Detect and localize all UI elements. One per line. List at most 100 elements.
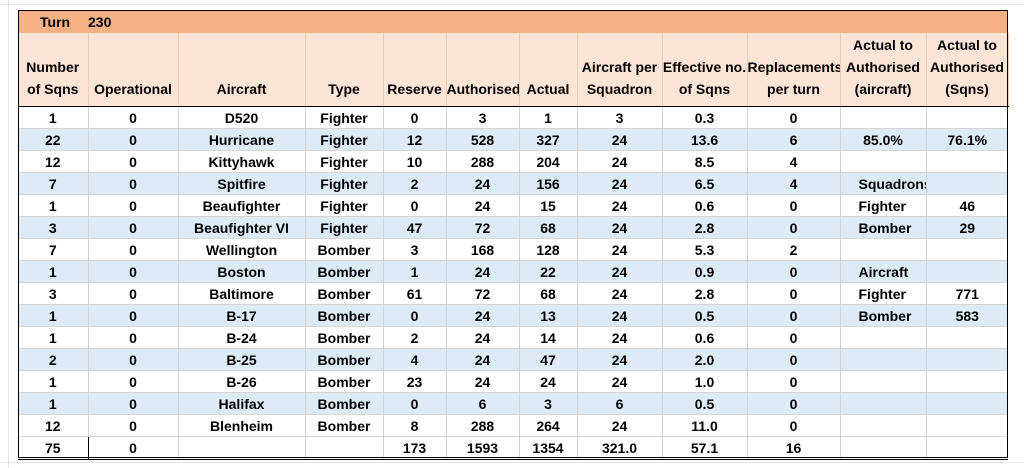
- table-cell[interactable]: 0: [88, 392, 179, 415]
- table-cell[interactable]: 1: [519, 106, 578, 129]
- table-cell[interactable]: 1: [18, 106, 89, 129]
- table-cell[interactable]: 47: [519, 348, 578, 371]
- table-cell[interactable]: 2.8: [662, 282, 748, 305]
- table-cell[interactable]: 3: [446, 106, 520, 129]
- cell[interactable]: [662, 10, 747, 33]
- table-cell[interactable]: 0.5: [662, 304, 748, 327]
- table-cell[interactable]: 24: [577, 150, 663, 173]
- table-cell[interactable]: Beaufighter VI: [178, 216, 306, 239]
- table-cell[interactable]: 0: [747, 370, 841, 393]
- column-header[interactable]: Authorised: [446, 33, 520, 107]
- table-cell[interactable]: 0: [383, 304, 447, 327]
- column-header[interactable]: Number of Sqns: [18, 33, 89, 107]
- table-cell[interactable]: 0: [88, 238, 179, 261]
- table-cell[interactable]: 0: [747, 260, 841, 283]
- summary-cell[interactable]: [926, 392, 1008, 415]
- table-cell[interactable]: 24: [577, 172, 663, 195]
- table-cell[interactable]: 6: [747, 128, 841, 151]
- table-cell[interactable]: 0: [747, 194, 841, 217]
- table-cell[interactable]: 0: [88, 106, 179, 129]
- table-cell[interactable]: 24: [577, 238, 663, 261]
- table-cell[interactable]: 0: [88, 370, 179, 393]
- table-cell[interactable]: Bomber: [305, 348, 384, 371]
- table-cell[interactable]: 0: [747, 304, 841, 327]
- table-cell[interactable]: 0.5: [662, 392, 748, 415]
- summary-cell[interactable]: [926, 414, 1008, 437]
- table-cell[interactable]: 0: [88, 194, 179, 217]
- summary-cell[interactable]: [926, 238, 1008, 261]
- table-cell[interactable]: 4: [747, 172, 841, 195]
- table-cell[interactable]: 0.3: [662, 106, 748, 129]
- table-cell[interactable]: 0: [747, 282, 841, 305]
- total-cell[interactable]: 1354: [519, 436, 578, 460]
- total-cell[interactable]: 173: [383, 436, 447, 460]
- table-cell[interactable]: 24: [446, 260, 520, 283]
- column-header[interactable]: Operational: [88, 33, 179, 107]
- column-header[interactable]: Replacements per turn: [747, 33, 841, 107]
- cell[interactable]: [178, 10, 305, 33]
- cell[interactable]: [519, 10, 577, 33]
- table-cell[interactable]: 0: [747, 392, 841, 415]
- table-cell[interactable]: 0: [747, 326, 841, 349]
- table-cell[interactable]: 1: [18, 304, 89, 327]
- table-cell[interactable]: 14: [519, 326, 578, 349]
- table-cell[interactable]: 23: [383, 370, 447, 393]
- column-header[interactable]: Reserve: [383, 33, 447, 107]
- table-cell[interactable]: 12: [383, 128, 447, 151]
- table-cell[interactable]: 68: [519, 282, 578, 305]
- table-cell[interactable]: Bomber: [305, 392, 384, 415]
- table-cell[interactable]: 204: [519, 150, 578, 173]
- table-cell[interactable]: 24: [577, 326, 663, 349]
- table-cell[interactable]: Blenheim: [178, 414, 306, 437]
- table-cell[interactable]: 0: [88, 348, 179, 371]
- total-cell[interactable]: [178, 436, 306, 460]
- table-cell[interactable]: 24: [446, 304, 520, 327]
- summary-cell[interactable]: Aircraft: [840, 260, 927, 283]
- summary-cell[interactable]: [926, 326, 1008, 349]
- table-cell[interactable]: 0.6: [662, 326, 748, 349]
- summary-cell[interactable]: [926, 348, 1008, 371]
- column-header[interactable]: Effective no. of Sqns: [662, 33, 748, 107]
- table-cell[interactable]: 0: [747, 414, 841, 437]
- summary-cell[interactable]: Bomber: [840, 216, 927, 239]
- table-cell[interactable]: 12: [18, 414, 89, 437]
- table-cell[interactable]: 1: [18, 326, 89, 349]
- table-cell[interactable]: 2: [383, 326, 447, 349]
- table-cell[interactable]: 0: [88, 282, 179, 305]
- table-cell[interactable]: 7: [18, 238, 89, 261]
- table-cell[interactable]: 0: [88, 216, 179, 239]
- table-cell[interactable]: 47: [383, 216, 447, 239]
- table-cell[interactable]: 24: [446, 326, 520, 349]
- table-cell[interactable]: 0.6: [662, 194, 748, 217]
- table-cell[interactable]: 327: [519, 128, 578, 151]
- table-cell[interactable]: 6.5: [662, 172, 748, 195]
- table-cell[interactable]: 5.3: [662, 238, 748, 261]
- summary-cell[interactable]: Fighter: [840, 282, 927, 305]
- table-cell[interactable]: Fighter: [305, 216, 384, 239]
- table-cell[interactable]: 24: [446, 348, 520, 371]
- total-cell[interactable]: 0: [88, 436, 179, 460]
- table-cell[interactable]: 24: [577, 414, 663, 437]
- cell[interactable]: [577, 10, 662, 33]
- summary-cell[interactable]: [840, 414, 927, 437]
- table-cell[interactable]: Fighter: [305, 106, 384, 129]
- table-cell[interactable]: B-25: [178, 348, 306, 371]
- table-cell[interactable]: 0: [88, 326, 179, 349]
- table-cell[interactable]: B-26: [178, 370, 306, 393]
- table-cell[interactable]: 288: [446, 150, 520, 173]
- table-cell[interactable]: 3: [577, 106, 663, 129]
- table-cell[interactable]: 0: [88, 260, 179, 283]
- table-cell[interactable]: 168: [446, 238, 520, 261]
- table-cell[interactable]: 68: [519, 216, 578, 239]
- table-cell[interactable]: 288: [446, 414, 520, 437]
- table-cell[interactable]: Fighter: [305, 150, 384, 173]
- table-cell[interactable]: 2: [383, 172, 447, 195]
- table-cell[interactable]: Bomber: [305, 282, 384, 305]
- table-cell[interactable]: 24: [446, 172, 520, 195]
- table-cell[interactable]: 24: [577, 282, 663, 305]
- table-cell[interactable]: 7: [18, 172, 89, 195]
- table-cell[interactable]: 24: [446, 194, 520, 217]
- table-cell[interactable]: 22: [519, 260, 578, 283]
- table-cell[interactable]: 24: [577, 194, 663, 217]
- table-cell[interactable]: Fighter: [305, 172, 384, 195]
